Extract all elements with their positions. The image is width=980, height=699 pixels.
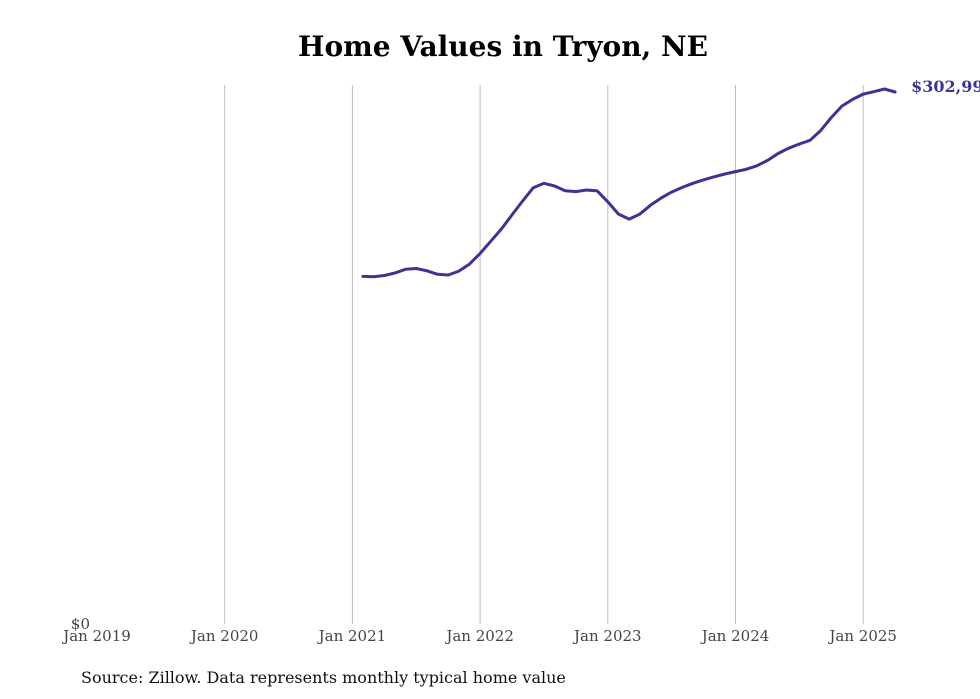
x-tick-label: Jan 2022	[444, 627, 514, 645]
x-axis-tick-labels: Jan 2019 Jan 2020 Jan 2021 Jan 2022 Jan 2023…	[61, 627, 897, 645]
grid-lines	[224, 85, 864, 624]
series-line-0	[361, 87, 897, 279]
y-tick-label: $0	[71, 615, 90, 633]
x-tick-label: Jan 2020	[189, 627, 259, 645]
x-tick-label: Jan 2024	[700, 627, 770, 645]
x-tick-label: Jan 2021	[317, 627, 387, 645]
y-axis-tick-labels: $0	[71, 615, 90, 633]
x-tick-label: Jan 2025	[827, 627, 897, 645]
end-value-label: $302,992	[911, 77, 980, 96]
source-note: Source: Zillow. Data represents monthly …	[81, 668, 566, 687]
series-layer	[361, 87, 897, 279]
chart-title: Home Values in Tryon, NE	[298, 30, 708, 63]
end-label-layer: $302,992	[911, 77, 980, 96]
x-tick-label: Jan 2023	[572, 627, 642, 645]
x-tick-label: Jan 2019	[61, 627, 131, 645]
